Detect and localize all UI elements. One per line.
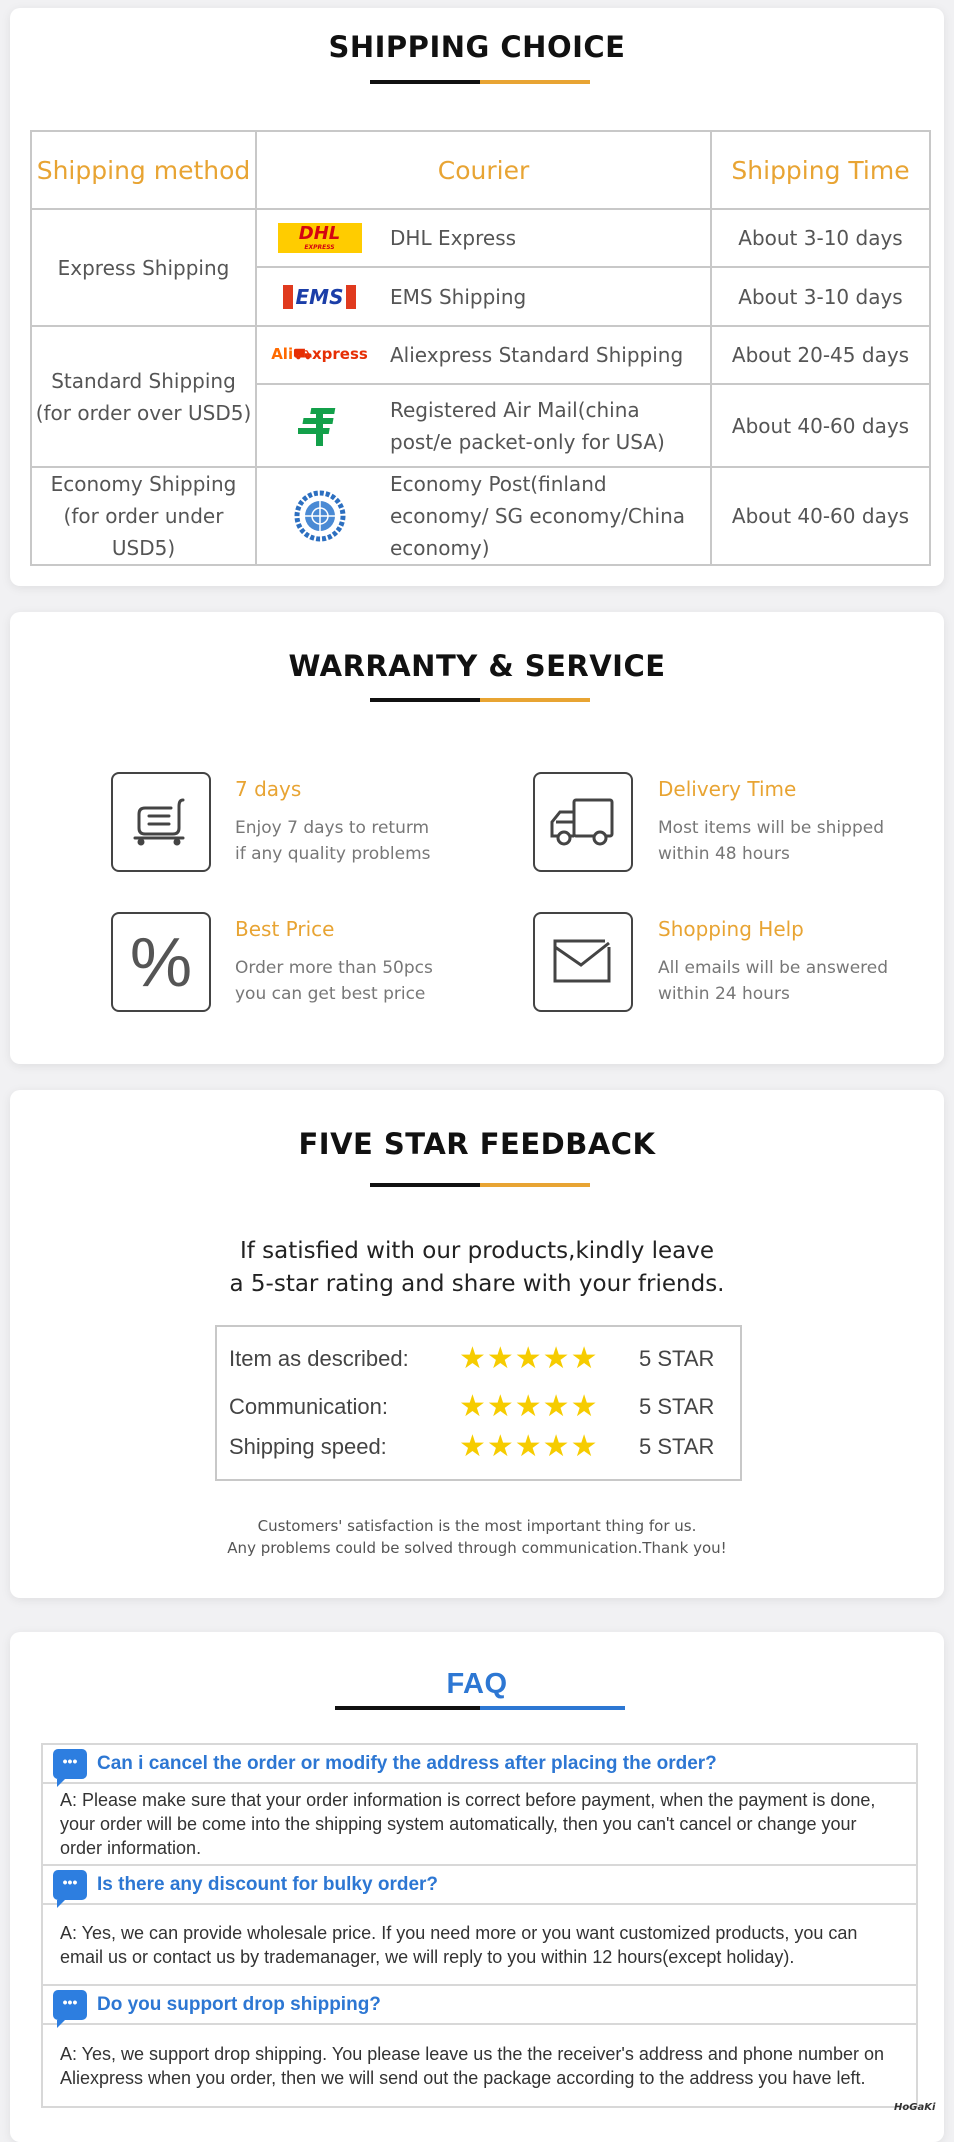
truck-icon bbox=[533, 772, 633, 872]
shipping-card: SHIPPING CHOICE Shipping method Courier Sh… bbox=[10, 8, 944, 586]
cart-icon bbox=[111, 772, 211, 872]
title-underline bbox=[370, 1183, 590, 1187]
faq-list: ••• Can i cancel the order or modify the … bbox=[41, 1743, 918, 2108]
rating-row: Communication: ★★★★★ 5 STAR bbox=[229, 1390, 715, 1423]
star-icons: ★★★★★ bbox=[459, 1342, 599, 1375]
chat-bubble-icon: ••• bbox=[53, 1989, 87, 2028]
faq-question[interactable]: ••• Do you support drop shipping? bbox=[43, 1986, 916, 2028]
chat-bubble-icon: ••• bbox=[53, 1869, 87, 1908]
ems-logo: EMS bbox=[267, 284, 372, 309]
un-emblem-icon bbox=[267, 490, 372, 542]
feedback-card: FIVE STAR FEEDBACK If satisfied with our… bbox=[10, 1090, 944, 1598]
table-row: EMS EMS Shipping About 3-10 days bbox=[31, 266, 931, 327]
rating-row: Item as described: ★★★★★ 5 STAR bbox=[229, 1342, 715, 1375]
faq-answer: A: Yes, we support drop shipping. You pl… bbox=[60, 2043, 885, 2088]
watermark-logo: HoGaKi bbox=[894, 2102, 936, 2113]
table-row: Standard Shipping (for order over USD5) A… bbox=[30, 325, 931, 468]
warranty-title: WARRANTY & SERVICE bbox=[288, 649, 666, 683]
shipping-table: Shipping method Courier Shipping Time Expr… bbox=[30, 130, 931, 566]
feedback-intro: If satisfied with our products,kindly le… bbox=[229, 1238, 725, 1297]
china-post-icon bbox=[267, 404, 372, 448]
warranty-card: WARRANTY & SERVICE 7 days Enjoy 7 days t… bbox=[10, 612, 944, 1064]
title-underline bbox=[335, 1706, 625, 1710]
faq-title: FAQ bbox=[446, 1668, 508, 1700]
percent-icon: % bbox=[111, 912, 211, 1012]
faq-answer: A: Yes, we can provide wholesale price. … bbox=[43, 1905, 916, 1986]
dhl-logo: DHL EXPRESS bbox=[267, 223, 372, 253]
chat-bubble-icon: ••• bbox=[53, 1748, 87, 1787]
faq-question[interactable]: ••• Is there any discount for bulky order… bbox=[43, 1866, 916, 1908]
title-underline bbox=[370, 80, 590, 84]
aliexpress-logo: Ali⛟xpress bbox=[271, 345, 368, 363]
star-icons: ★★★★★ bbox=[459, 1390, 599, 1423]
envelope-icon bbox=[533, 912, 633, 1012]
table-row: Registered Air Mail(china post/e packet-… bbox=[31, 383, 931, 468]
title-underline bbox=[370, 698, 590, 702]
feedback-footer: Customers' satisfaction is the most impo… bbox=[227, 1517, 727, 1557]
rating-row: Shipping speed: ★★★★★ 5 STAR bbox=[229, 1430, 715, 1463]
faq-card: FAQ ••• Can i cancel the order or modify … bbox=[10, 1632, 944, 2142]
faq-answer: A: Please make sure that your order info… bbox=[43, 1784, 916, 1866]
faq-question[interactable]: ••• Can i cancel the order or modify the … bbox=[43, 1745, 916, 1787]
shipping-title: SHIPPING CHOICE bbox=[328, 30, 626, 64]
rating-box: Item as described: ★★★★★ 5 STAR Communicat… bbox=[215, 1325, 742, 1481]
feedback-title: FIVE STAR FEEDBACK bbox=[298, 1127, 656, 1161]
table-row: Express Shipping DHL EXPRESS DHL Express A… bbox=[30, 208, 931, 327]
star-icons: ★★★★★ bbox=[459, 1430, 599, 1463]
table-header: Shipping method Courier Shipping Time bbox=[30, 130, 931, 210]
table-row: Economy Shipping (for order under USD5) E… bbox=[30, 466, 931, 566]
